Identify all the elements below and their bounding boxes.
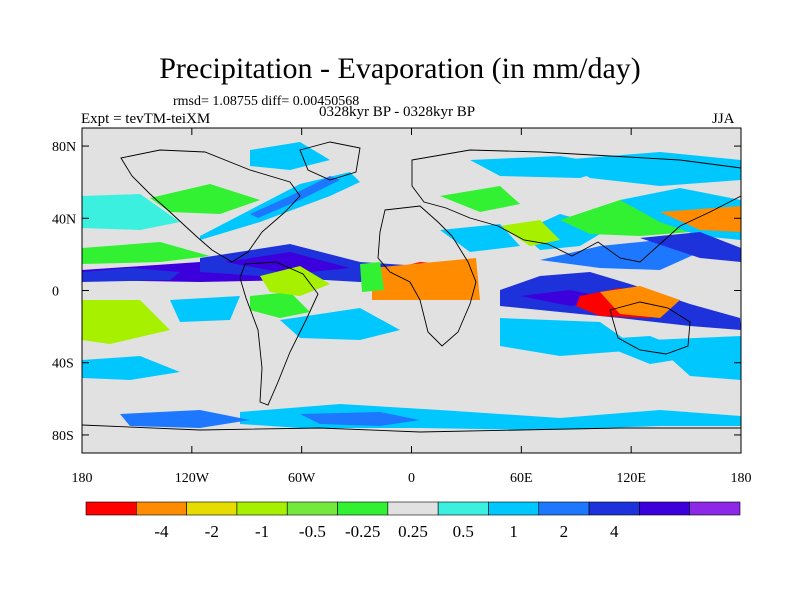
coastline	[609, 301, 691, 355]
field-patch	[150, 184, 260, 214]
colorbar-label: 0.25	[398, 522, 428, 541]
map-title: Precipitation - Evaporation (in mm/day)	[159, 52, 641, 85]
colorbar-box	[538, 501, 590, 516]
colorbar-label: 1	[509, 522, 518, 541]
coastline	[239, 261, 319, 406]
period-label: 0328kyr BP - 0328kyr BP	[319, 104, 476, 120]
lat-label: 80N	[52, 140, 76, 155]
field-patch	[82, 242, 210, 264]
field-patch	[660, 206, 741, 232]
colorbar-label: -2	[205, 522, 219, 541]
colorbar-label: 0.5	[453, 522, 474, 541]
field-patch	[82, 268, 180, 282]
colorbar-box	[136, 501, 187, 516]
field-patch	[372, 258, 480, 300]
field-patch	[120, 410, 250, 428]
lat-label: 40N	[52, 212, 76, 227]
colorbar-box	[387, 501, 439, 516]
lon-label: 180	[731, 471, 752, 486]
colorbar-box	[337, 501, 389, 516]
field-patch	[82, 300, 170, 344]
coastline	[120, 149, 301, 263]
colorbar-box	[488, 501, 540, 516]
field-patch	[250, 176, 340, 218]
colorbar-label: 2	[560, 522, 569, 541]
lat-label: 0	[52, 285, 59, 300]
field-patch	[280, 308, 400, 340]
field-patch	[250, 292, 310, 318]
coastline	[411, 149, 741, 263]
colorbar	[85, 501, 741, 516]
field-patch	[250, 142, 330, 170]
colorbar-box	[85, 501, 137, 516]
axis-ticks	[81, 128, 742, 453]
field-patch	[500, 220, 560, 246]
colorbar-box	[639, 501, 690, 516]
lon-label: 0	[408, 471, 415, 486]
coastline-layer	[82, 141, 741, 433]
field-patch	[650, 336, 741, 380]
field-layer	[82, 142, 741, 430]
lat-label: 80S	[52, 429, 74, 444]
colorbar-label: -1	[255, 522, 269, 541]
lat-axis-labels: 80N 40N 0 40S 80S	[52, 140, 76, 444]
coastline	[299, 141, 361, 181]
colorbar-box	[689, 501, 741, 516]
colorbar-labels: -4 -2 -1 -0.5 -0.25 0.25 0.5 1 2 4	[154, 522, 619, 541]
lon-label: 120E	[616, 471, 646, 486]
lon-label: 60E	[510, 471, 533, 486]
lon-label: 120W	[175, 471, 210, 486]
stats-text: rmsd= 1.08755 diff= 0.00450568	[173, 94, 360, 109]
field-patch	[440, 186, 520, 212]
field-patch	[82, 194, 180, 230]
colorbar-box	[186, 501, 238, 516]
field-patch	[82, 356, 180, 380]
field-patch	[540, 240, 700, 270]
coastline	[377, 205, 477, 347]
colorbar-label: -0.5	[299, 522, 326, 541]
colorbar-box	[437, 501, 489, 516]
field-patch	[560, 152, 741, 186]
lon-axis-labels: 180 120W 60W 0 60E 120E 180	[72, 471, 752, 486]
field-patch	[360, 262, 384, 292]
field-patch	[260, 266, 330, 296]
colorbar-box	[286, 501, 338, 516]
season-label: JJA	[712, 111, 735, 127]
lon-label: 60W	[288, 471, 316, 486]
colorbar-box	[588, 501, 640, 516]
colorbar-box	[236, 501, 288, 516]
field-patch	[300, 412, 420, 426]
lon-label: 180	[72, 471, 93, 486]
field-patch	[440, 224, 520, 252]
colorbar-label: -0.25	[345, 522, 380, 541]
coastline	[82, 424, 741, 433]
field-patch	[500, 318, 640, 356]
lat-label: 40S	[52, 357, 74, 372]
colorbar-label: -4	[154, 522, 169, 541]
field-patch	[170, 296, 240, 322]
field-patch	[225, 252, 350, 274]
colorbar-label: 4	[610, 522, 619, 541]
experiment-label: Expt = tevTM-teiXM	[81, 111, 211, 127]
